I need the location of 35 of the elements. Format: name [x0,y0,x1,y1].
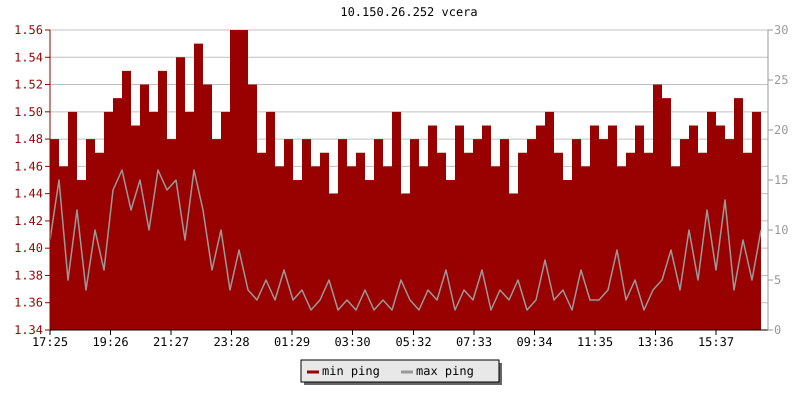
x-tick-label: 21:27 [152,335,190,349]
x-tick-label: 17:25 [32,335,68,349]
x-tick-label: 11:35 [576,335,614,349]
legend-label: max ping [416,364,474,378]
x-tick-label: 19:26 [92,335,129,349]
y-tick-label: 1.52 [14,78,43,92]
y2-tick-label: 20 [774,123,788,137]
y-tick-label: 1.36 [14,296,43,310]
x-tick-label: 15:37 [698,335,734,349]
y-tick-label: 1.42 [14,214,43,228]
y-tick-label: 1.38 [14,268,43,282]
y2-tick-label: 5 [774,273,782,287]
y-tick-label: 1.44 [14,186,43,201]
x-tick-label: 01:29 [274,335,310,349]
y2-tick-label: 30 [774,23,788,37]
y-tick-label: 1.54 [14,50,43,64]
x-tick-label: 07:33 [456,335,492,349]
y-tick-label: 1.50 [14,104,43,119]
x-tick-label: 23:28 [213,335,250,349]
y2-tick-label: 0 [774,323,782,337]
y2-tick-label: 15 [774,173,788,187]
y-tick-label: 1.34 [14,323,43,337]
legend-label: min ping [322,364,380,378]
x-tick-label: 05:32 [395,335,432,349]
y-tick-label: 1.40 [14,241,43,256]
x-tick-label: 13:36 [637,335,674,349]
y2-tick-label: 10 [774,223,788,237]
y-tick-label: 1.46 [14,159,43,174]
line-series [49,169,762,311]
chart-title: 10.150.26.252 vcera [340,5,478,19]
y-tick-label: 1.48 [14,132,43,146]
y2-tick-label: 25 [774,73,788,87]
x-tick-label: 09:34 [516,335,553,349]
y-tick-label: 1.56 [14,23,43,37]
x-tick-label: 03:30 [334,335,371,349]
